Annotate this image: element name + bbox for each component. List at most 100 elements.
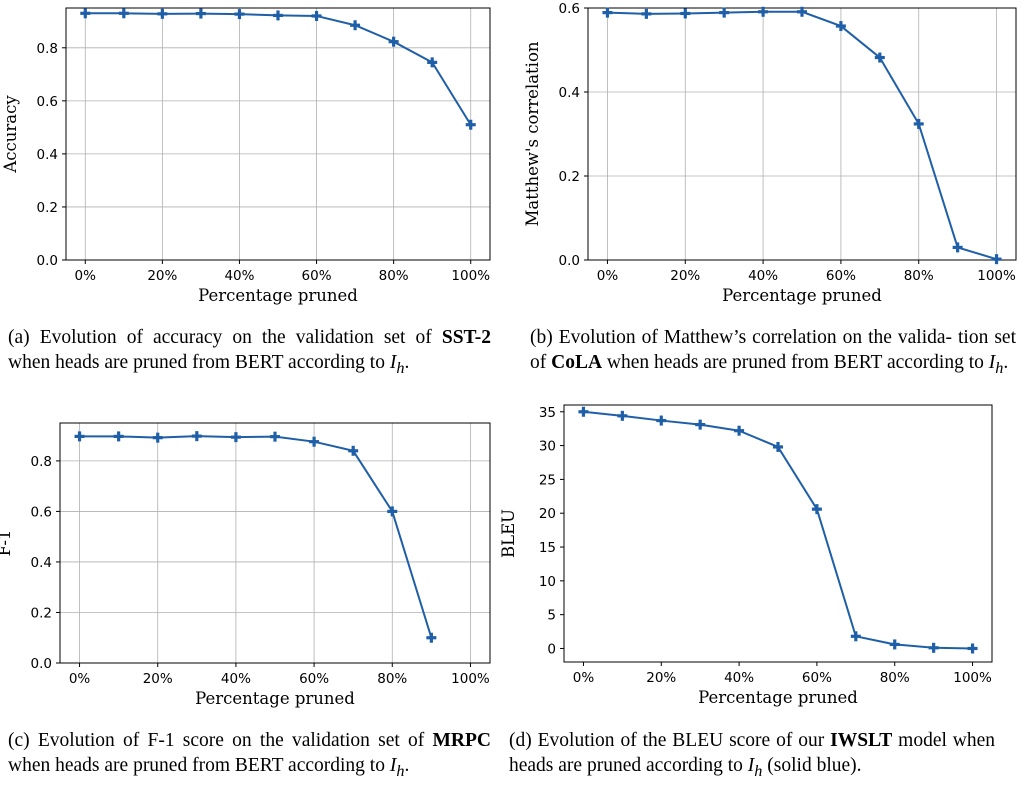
chart-c-xtick-label: 60% [299, 671, 329, 687]
chart-a-ytick-label: 0.6 [37, 94, 58, 110]
caption-a-ih-main: I [389, 352, 397, 373]
chart-c-xtick-label: 80% [377, 671, 407, 687]
chart-a-svg: 0% 20% 40% 60% 80% 100% 0.0 0.2 0.4 0.6 0.8 Percent… [1, 7, 491, 305]
caption-d-ih: Ih [747, 755, 763, 780]
caption-d: (d) Evolution of the BLEU score of our I… [509, 728, 995, 784]
chart-d-frame [563, 404, 993, 663]
chart-b-point [680, 8, 691, 19]
caption-c: (c) Evolution of F-1 score on the valida… [8, 728, 491, 784]
caption-b-text1: Evolution of Matthew’s correlation on th… [530, 327, 1016, 373]
chart-a-point [80, 8, 91, 19]
chart-panel-a: 0% 20% 40% 60% 80% 100% 0.0 0.2 0.4 0.6 0.8 Percent… [0, 0, 510, 310]
caption-d-ih-main: I [747, 755, 755, 776]
chart-a-ytick-label: 0.2 [37, 200, 58, 216]
chart-d-ytick-label: 35 [539, 405, 556, 421]
chart-d-point [617, 410, 628, 421]
chart-b-point [641, 8, 652, 19]
chart-c-ytick-label: 0.8 [31, 454, 52, 470]
chart-a-ytick-label: 0.8 [37, 41, 58, 57]
chart-a-xtick-label: 20% [147, 268, 177, 284]
chart-b-frame [587, 7, 1017, 261]
caption-a-label: (a) [8, 327, 30, 348]
chart-c-ytick-label: 0.6 [31, 504, 52, 520]
chart-d-xtick-label: 80% [880, 670, 910, 686]
chart-a-ytick-label: 0.4 [37, 147, 58, 163]
caption-d-ih-sub: h [754, 761, 763, 780]
caption-c-label: (c) [8, 730, 30, 751]
chart-b-point [835, 21, 846, 32]
chart-c-xtick-label: 100% [451, 671, 490, 687]
caption-a: (a) Evolution of accuracy on the validat… [8, 325, 491, 381]
caption-a-ih-sub: h [396, 358, 405, 377]
caption-a-text2: when heads are pruned from BERT accordin… [8, 352, 385, 373]
chart-a-point [311, 10, 322, 21]
caption-d-dataset: IWSLT [830, 730, 893, 751]
chart-d-point [967, 643, 978, 654]
caption-d-text2: model when heads are pruned according to [509, 730, 996, 776]
chart-a-point [465, 119, 476, 130]
chart-a-frame [65, 7, 491, 261]
chart-d-xtick-label: 100% [953, 670, 992, 686]
chart-panel-d: 0% 20% 40% 60% 80% 100% 0 5 10 15 20 25 30 35 Percenta… [499, 400, 1024, 718]
chart-b-ytick-label: 0.6 [559, 1, 580, 17]
chart-b-xtick-label: 60% [826, 268, 856, 284]
chart-a-point [273, 10, 283, 21]
chart-c-xtick-label: 0% [69, 671, 91, 687]
chart-b-svg: 0% 20% 40% 60% 80% 100% 0.0 0.2 0.4 0.6 Percentage… [523, 1, 1017, 305]
chart-d-xtick-label: 0% [573, 670, 595, 686]
caption-b-ih: Ih [988, 352, 1004, 377]
chart-c-svg: 0% 20% 40% 60% 80% 100% 0.0 0.2 0.4 0.6 0.8 Percent… [0, 422, 491, 708]
chart-c-point [348, 445, 359, 456]
caption-a-ih: Ih [389, 352, 405, 377]
caption-c-ih-main: I [389, 755, 397, 776]
chart-c-point [270, 431, 280, 442]
chart-b-point [602, 7, 613, 18]
caption-a-text1: Evolution of accuracy on the validation … [39, 327, 432, 348]
chart-d-xtick-label: 20% [646, 670, 676, 686]
chart-c-point [387, 506, 398, 517]
caption-b: (b) Evolution of Matthew’s correlation o… [530, 325, 1016, 381]
chart-a-xtick-label: 60% [302, 268, 332, 284]
chart-c-ytick-label: 0.0 [31, 656, 52, 672]
chart-c-point [426, 632, 437, 643]
chart-d-xtick-label: 40% [724, 670, 754, 686]
chart-a-ylabel: Accuracy [1, 95, 20, 174]
chart-b-point [991, 254, 1002, 265]
chart-c-xtick-label: 20% [143, 671, 173, 687]
caption-b-ih-main: I [988, 352, 996, 373]
chart-a-series-line [85, 12, 472, 126]
chart-c-ylabel: F-1 [0, 530, 14, 557]
chart-panel-c: 0% 20% 40% 60% 80% 100% 0.0 0.2 0.4 0.6 0.8 Percent… [0, 408, 510, 718]
chart-b-xtick-label: 20% [670, 268, 700, 284]
caption-c-text2: when heads are pruned from BERT accordin… [8, 755, 385, 776]
chart-c-xlabel: Percentage pruned [195, 689, 355, 708]
chart-b-ytick-label: 0.0 [559, 253, 580, 269]
chart-c-point [74, 431, 85, 442]
caption-c-ih: Ih [389, 755, 405, 780]
chart-d-ytick-label: 10 [539, 574, 556, 590]
chart-c-xtick-label: 40% [221, 671, 251, 687]
chart-d-ytick-label: 25 [539, 472, 556, 488]
chart-c-series-line [79, 435, 433, 639]
chart-b-ytick-label: 0.2 [559, 169, 580, 185]
chart-a-point [427, 57, 438, 68]
caption-a-dataset: SST-2 [441, 327, 491, 348]
chart-b-point [719, 7, 730, 18]
chart-d-ylabel: BLEU [499, 509, 518, 558]
chart-b-xtick-label: 100% [977, 268, 1016, 284]
chart-a-point [195, 8, 206, 19]
chart-b-ytick-label: 0.4 [559, 85, 580, 101]
chart-b-point [797, 6, 807, 17]
chart-d-point [850, 631, 861, 642]
caption-b-ih-sub: h [995, 358, 1004, 377]
chart-b-xtick-label: 80% [904, 268, 934, 284]
chart-b-ylabel: Matthew's correlation [523, 41, 542, 226]
chart-d-xlabel: Percentage pruned [698, 688, 858, 707]
caption-d-tail: (solid blue). [767, 755, 862, 776]
chart-a-xtick-label: 100% [451, 268, 490, 284]
caption-b-dataset: CoLA [551, 352, 603, 373]
caption-c-dataset: MRPC [432, 730, 492, 751]
chart-c-ytick-label: 0.2 [31, 605, 52, 621]
chart-c-point [113, 431, 124, 442]
caption-b-tail: . [1003, 352, 1009, 373]
